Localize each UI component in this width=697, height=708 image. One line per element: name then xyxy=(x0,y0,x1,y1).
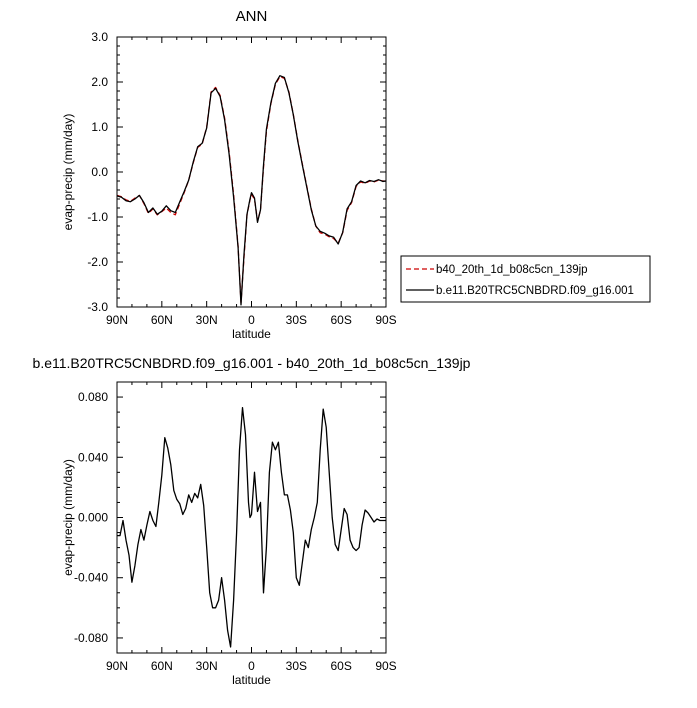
series-line-0 xyxy=(116,75,386,304)
y-axis-label: evap-precip (mm/day) xyxy=(61,459,75,576)
x-tick-label: 90N xyxy=(106,659,128,673)
bottom-panel: b.e11.B20TRC5CNBDRD.f09_g16.001 - b40_20… xyxy=(33,355,471,687)
x-tick-label: 30N xyxy=(196,659,218,673)
legend-box xyxy=(400,255,651,303)
x-tick-label: 90N xyxy=(106,313,128,327)
x-tick-label: 60S xyxy=(330,313,351,327)
x-tick-label: 0 xyxy=(248,313,255,327)
series-line-1 xyxy=(116,75,387,306)
y-tick-label: 0.080 xyxy=(78,390,108,404)
y-tick-label: 0.040 xyxy=(78,450,108,464)
x-tick-label: 90S xyxy=(375,313,396,327)
x-tick-label: 60N xyxy=(151,313,173,327)
x-tick-label: 0 xyxy=(248,659,255,673)
y-tick-label: 1.0 xyxy=(91,120,108,134)
x-tick-label: 60S xyxy=(330,659,351,673)
y-tick-label: 3.0 xyxy=(91,30,108,44)
chart-title: ANN xyxy=(236,8,268,25)
x-tick-label: 30N xyxy=(196,313,218,327)
legend-label-1: b.e11.B20TRC5CNBDRD.f09_g16.001 xyxy=(436,285,634,297)
x-tick-label: 30S xyxy=(286,313,307,327)
x-axis-label: latitude xyxy=(232,673,271,687)
y-axis-label: evap-precip (mm/day) xyxy=(61,114,75,231)
plot-frame xyxy=(116,36,387,308)
x-tick-label: 60N xyxy=(151,659,173,673)
y-tick-label: 0.000 xyxy=(78,511,108,525)
x-tick-label: 30S xyxy=(286,659,307,673)
top-panel: ANN 90N 60N 30N 0 30S 60S 90S 3.0 2.0 1.0 0.0 -1.0 -2… xyxy=(61,8,651,341)
y-tick-label: -3.0 xyxy=(87,300,108,314)
y-tick-label: 2.0 xyxy=(91,75,108,89)
x-axis-label: latitude xyxy=(232,327,271,341)
y-tick-label: 0.0 xyxy=(91,165,108,179)
y-tick-label: -0.040 xyxy=(74,571,108,585)
y-tick-label: -0.080 xyxy=(74,631,108,645)
series-line-0 xyxy=(117,406,386,648)
legend-label-0: b40_20th_1d_b08c5cn_139jp xyxy=(436,264,588,276)
x-tick-label: 90S xyxy=(375,659,396,673)
chart-title: b.e11.B20TRC5CNBDRD.f09_g16.001 - b40_20… xyxy=(33,355,471,371)
y-tick-label: -1.0 xyxy=(87,210,108,224)
y-tick-label: -2.0 xyxy=(87,255,108,269)
